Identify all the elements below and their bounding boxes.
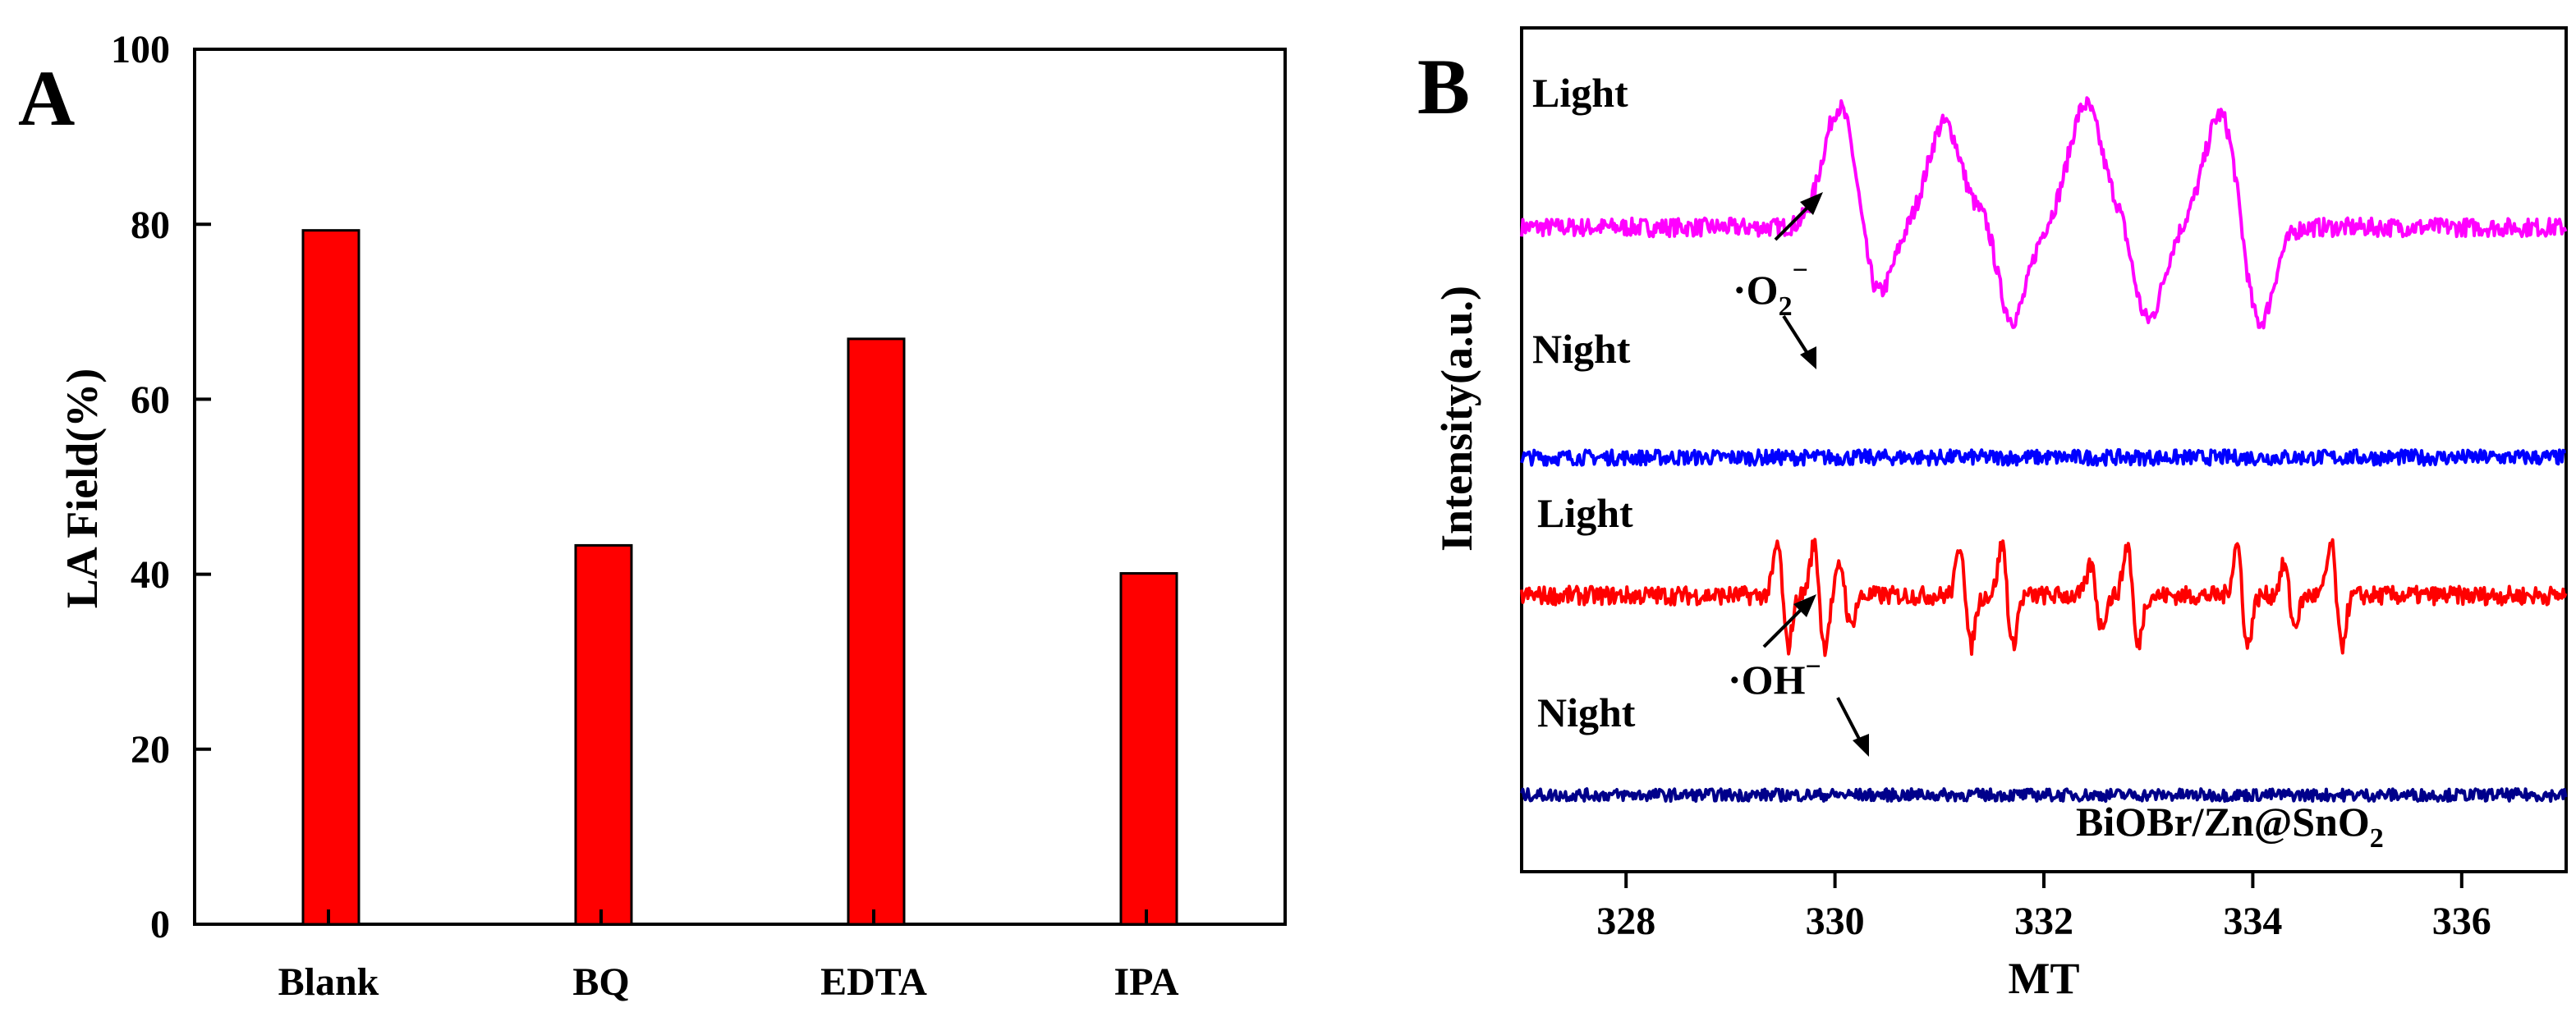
panel-a-ytick-label: 80 [131, 204, 170, 247]
panel-b-xtick-label: 334 [2223, 900, 2282, 943]
annotation-superoxide: ·O2− [1733, 192, 1823, 369]
arrow-hydroxyl-light [1762, 606, 1805, 648]
panel-b-xtick-label: 332 [2014, 900, 2073, 943]
series-label-night-oh: Night [1537, 689, 1636, 735]
annotation-superoxide-superscript: − [1793, 255, 1808, 286]
panel-a-ytick-label: 60 [131, 378, 170, 422]
panel-a-xtick-label-bq: BQ [572, 960, 629, 1004]
panel-a-label: A [18, 54, 75, 142]
spectrum-night-o2 [1520, 448, 2566, 467]
series-label-night-o2: Night [1532, 326, 1631, 372]
arrowhead-hydroxyl-night [1853, 734, 1869, 757]
panel-a-xticks: Blank BQ EDTA IPA [278, 909, 1179, 1004]
panel-a-ytick-label: 40 [131, 553, 170, 597]
spectrum-night-oh [1520, 787, 2568, 803]
bar-edta [847, 337, 906, 926]
panel-a-ytick-label: 100 [111, 28, 170, 71]
panel-a-xtick-label-ipa: IPA [1114, 960, 1178, 1004]
arrowhead-superoxide-night [1800, 346, 1816, 369]
arrow-superoxide-light [1774, 204, 1811, 241]
panel-a-ytick-label: 20 [131, 728, 170, 772]
bar-ipa [1119, 572, 1178, 926]
panel-b-x-axis-title: MT [2009, 954, 2080, 1003]
series-label-light-o2: Light [1532, 70, 1628, 116]
annotation-hydroxyl-label: ·OH− [1728, 652, 1821, 703]
annotation-hydroxyl-text: ·OH [1728, 657, 1806, 703]
panel-a-xtick-label-blank: Blank [278, 960, 379, 1004]
spectrum-light-oh [1520, 538, 2568, 657]
sample-label-subscript: 2 [2370, 823, 2384, 854]
panel-a-y-axis-title: LA Field(%) [57, 369, 107, 609]
panel-b-xtick-label: 336 [2432, 900, 2491, 943]
panel-b-y-axis-title: Intensity(a.u.) [1432, 286, 1481, 552]
panel-b-xtick-label: 330 [1806, 900, 1865, 943]
panel-a-yticks: 0 20 40 60 80 100 [111, 28, 211, 946]
annotation-hydroxyl-superscript: − [1805, 652, 1821, 682]
bar-bq [574, 543, 633, 926]
spectrum-light-o2 [1520, 96, 2568, 330]
panel-a-plot-frame [193, 48, 1287, 926]
arrow-superoxide-night [1782, 314, 1810, 356]
sample-label: BiOBr/Zn@SnO2 [2076, 799, 2384, 854]
annotation-superoxide-text: ·O [1733, 267, 1779, 313]
sample-label-text: BiOBr/Zn@SnO [2076, 799, 2370, 845]
series-label-light-oh: Light [1537, 490, 1633, 536]
annotation-superoxide-subscript: 2 [1779, 291, 1793, 322]
panel-a-xtick-label-edta: EDTA [820, 960, 927, 1004]
annotation-superoxide-label: ·O2− [1733, 255, 1808, 322]
arrow-hydroxyl-night [1836, 697, 1862, 743]
panel-a-ytick-label: 0 [150, 903, 170, 946]
panel-b: B Intensity(a.u.) Light Night Light Nigh… [1417, 26, 2568, 1003]
panel-b-xtick-label: 328 [1596, 900, 1655, 943]
panel-b-xticks: 328 330 332 334 336 [1596, 872, 2491, 943]
panel-a-bars [301, 229, 1178, 926]
panel-b-plot-frame [1520, 26, 2568, 873]
panel-a: A 0 20 40 60 80 100 LA Field(%) [18, 28, 1287, 1004]
arrowhead-superoxide-light [1800, 192, 1823, 215]
annotation-hydroxyl: ·OH− [1728, 594, 1869, 757]
bar-blank [301, 229, 360, 926]
panel-b-label: B [1417, 43, 1470, 131]
arrowhead-hydroxyl-light [1793, 594, 1816, 617]
